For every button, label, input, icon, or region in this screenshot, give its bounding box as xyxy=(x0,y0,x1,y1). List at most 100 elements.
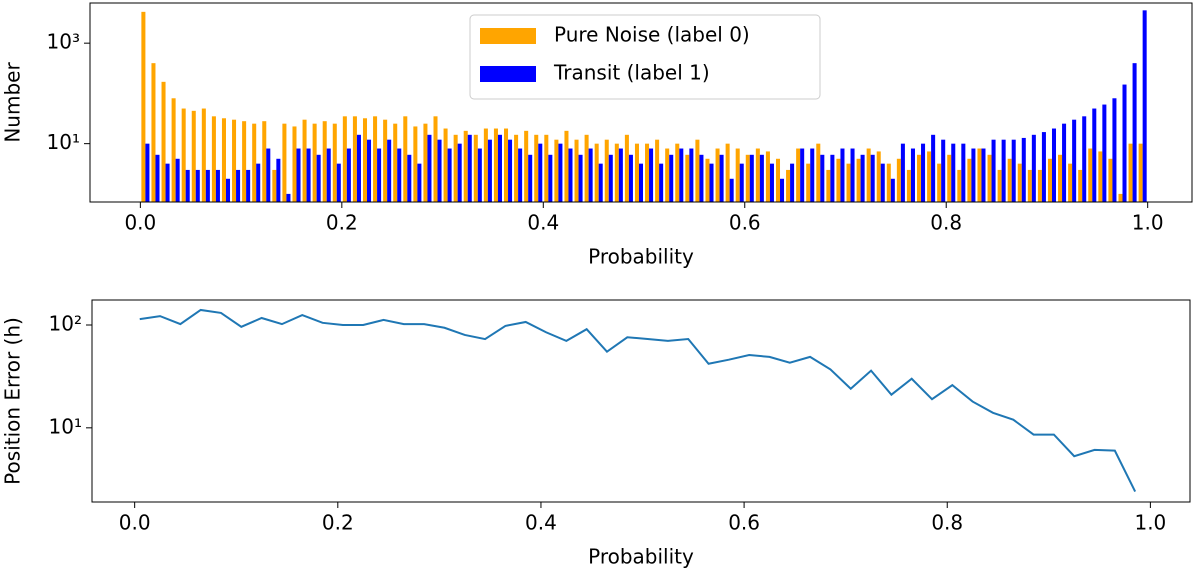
bar xyxy=(725,143,730,202)
bar xyxy=(900,143,905,202)
legend-swatch xyxy=(480,66,536,82)
bar xyxy=(1142,10,1147,202)
bar xyxy=(759,154,764,202)
axes-frame xyxy=(89,2,1193,203)
bar xyxy=(487,139,492,202)
bar xyxy=(937,163,942,202)
bar xyxy=(306,148,311,202)
bar xyxy=(941,139,946,202)
bar xyxy=(850,148,855,202)
bar xyxy=(689,148,694,202)
bar xyxy=(699,154,704,202)
x-tick-label: 0.8 xyxy=(931,511,963,535)
bar xyxy=(1072,119,1077,202)
bar xyxy=(437,139,442,202)
x-axis-label: Probability xyxy=(588,245,694,269)
bar xyxy=(433,116,438,202)
bar xyxy=(608,154,613,202)
bar xyxy=(886,163,891,202)
bar xyxy=(645,143,650,202)
bar xyxy=(1122,84,1127,202)
bar xyxy=(957,169,962,202)
bar xyxy=(256,163,261,202)
bar xyxy=(417,163,422,202)
bar xyxy=(1037,169,1042,202)
bar xyxy=(765,151,770,202)
bar xyxy=(594,143,599,202)
y-tick-label: 10¹ xyxy=(49,414,82,438)
bar xyxy=(685,154,690,202)
bar xyxy=(221,118,226,202)
bar xyxy=(820,154,825,202)
bar xyxy=(709,163,714,202)
bar xyxy=(1132,63,1137,202)
bar xyxy=(665,148,670,202)
bar xyxy=(775,158,781,202)
y-tick-label: 10² xyxy=(49,311,82,335)
bar xyxy=(624,134,629,202)
bar xyxy=(1017,163,1022,202)
bar xyxy=(356,134,361,202)
bar xyxy=(296,148,301,202)
bar xyxy=(981,148,986,202)
bar xyxy=(856,158,861,202)
bar xyxy=(1007,158,1012,202)
bar xyxy=(504,128,509,202)
bar xyxy=(514,134,519,202)
bar xyxy=(927,151,932,202)
bar xyxy=(534,134,539,202)
legend-swatch xyxy=(480,28,536,44)
bar xyxy=(669,154,674,202)
bar xyxy=(191,110,196,202)
y-axis-label: Number xyxy=(1,62,25,143)
bar xyxy=(548,154,553,202)
bar xyxy=(1021,137,1026,202)
bar xyxy=(232,119,237,202)
bar xyxy=(1092,108,1097,202)
bar xyxy=(518,148,523,202)
bar xyxy=(508,139,513,202)
bar xyxy=(890,178,895,202)
bar xyxy=(558,143,563,202)
bar xyxy=(332,123,337,202)
y-axis-label: Position Error (h) xyxy=(1,317,25,485)
bar xyxy=(1031,134,1036,202)
bar xyxy=(302,119,307,202)
bar xyxy=(1078,169,1083,202)
x-tick-label: 0.0 xyxy=(119,511,151,535)
bar xyxy=(252,123,257,202)
bar xyxy=(655,139,660,202)
bar xyxy=(1011,139,1016,202)
bar xyxy=(806,163,811,202)
bar xyxy=(1082,116,1087,202)
bar xyxy=(880,163,885,202)
bar xyxy=(1047,158,1052,202)
bar xyxy=(497,134,502,202)
bar xyxy=(1118,193,1123,202)
bar xyxy=(393,123,398,202)
bar xyxy=(161,81,166,202)
bar xyxy=(755,148,760,202)
bar xyxy=(141,11,146,203)
x-tick-label: 0.2 xyxy=(322,511,354,535)
bar xyxy=(165,163,170,202)
x-tick-label: 0.4 xyxy=(525,511,557,535)
bar xyxy=(574,139,579,202)
bar xyxy=(1138,143,1143,202)
legend-label: Transit (label 1) xyxy=(553,61,710,85)
bar xyxy=(679,148,684,202)
bar xyxy=(719,154,724,202)
bar xyxy=(151,63,156,202)
bar xyxy=(195,169,200,202)
x-tick-label: 0.2 xyxy=(326,211,358,235)
bar xyxy=(1027,169,1032,202)
bar xyxy=(931,134,936,202)
bar xyxy=(423,123,428,202)
bar xyxy=(876,151,881,202)
bar xyxy=(675,143,680,202)
bar xyxy=(860,154,865,202)
bar xyxy=(1041,132,1046,202)
bar xyxy=(659,163,664,202)
bar xyxy=(628,154,633,202)
